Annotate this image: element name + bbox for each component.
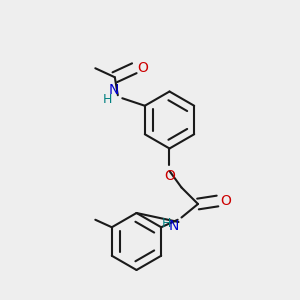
Text: H: H bbox=[162, 217, 171, 230]
Text: O: O bbox=[220, 194, 231, 208]
Text: O: O bbox=[137, 61, 148, 75]
Text: O: O bbox=[164, 169, 175, 184]
Text: N: N bbox=[168, 219, 178, 233]
Text: N: N bbox=[109, 83, 119, 97]
Text: H: H bbox=[102, 93, 112, 106]
